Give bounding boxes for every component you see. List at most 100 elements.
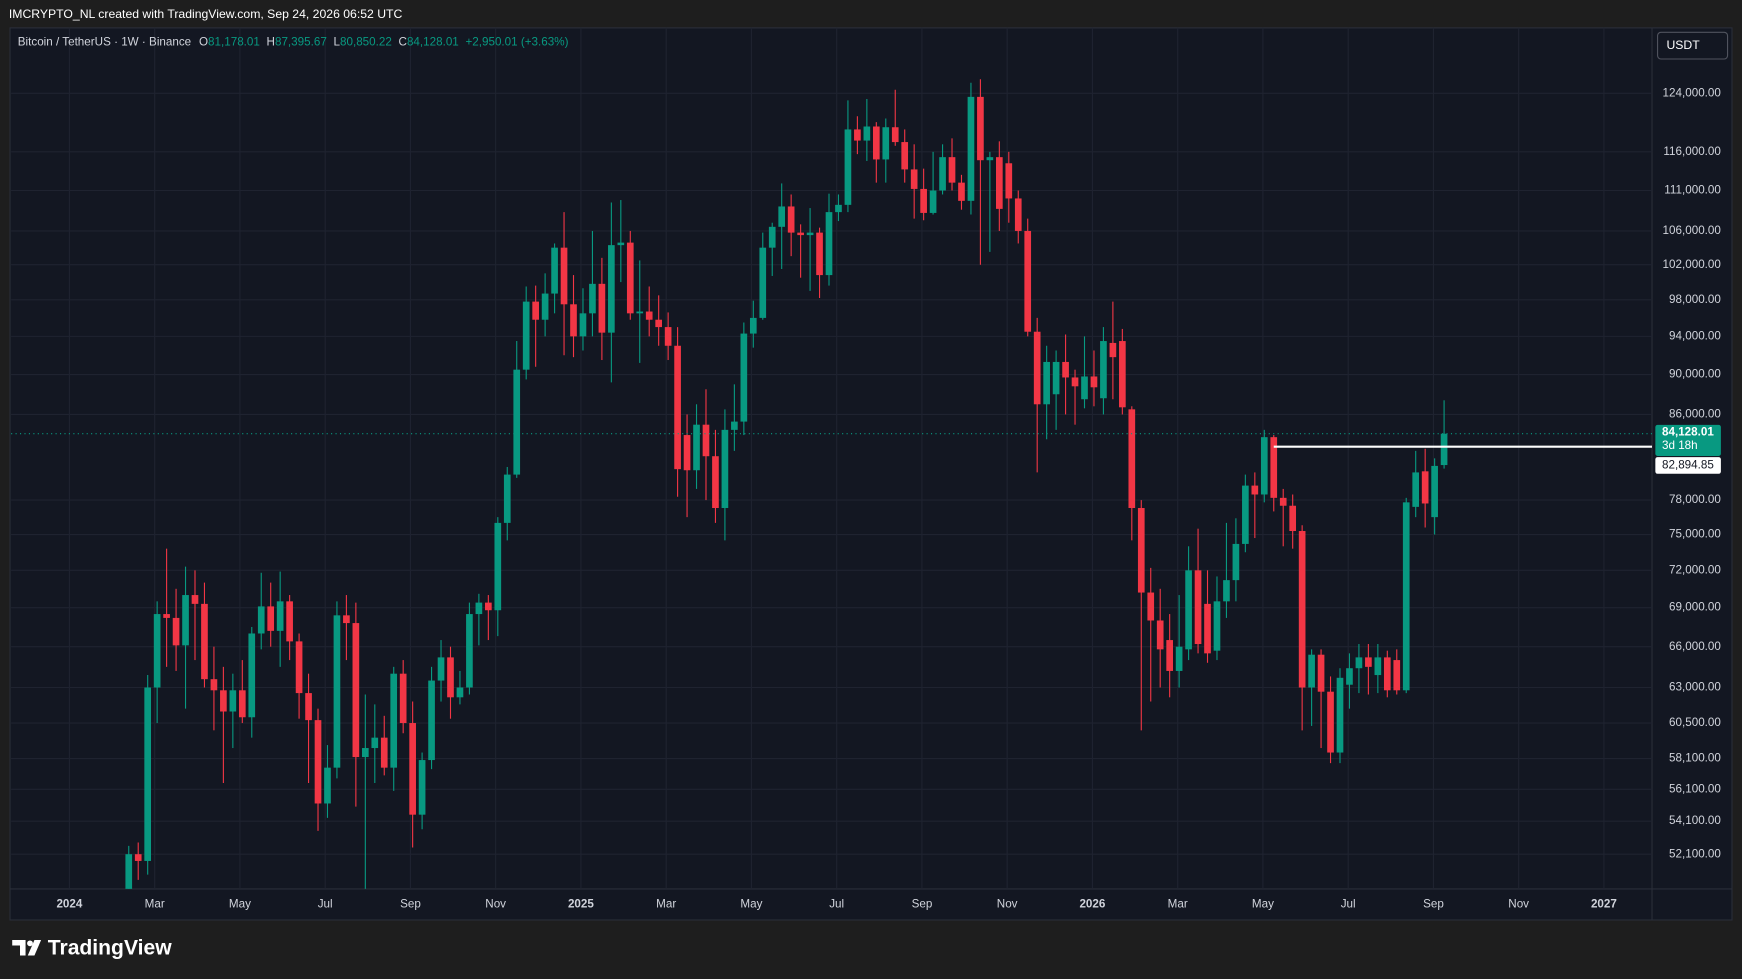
candle-body	[324, 767, 331, 804]
candle-body	[721, 429, 729, 509]
candle-body	[532, 301, 539, 320]
chart-pane	[9, 27, 1733, 921]
x-tick-label: 2025	[568, 898, 594, 911]
ohlc-value: 87,395.67	[275, 35, 327, 48]
candle-body	[1081, 376, 1088, 400]
y-tick-label: 60,500.00	[1669, 716, 1721, 729]
currency-label[interactable]: USDT	[1666, 38, 1700, 52]
candle-body	[844, 129, 852, 205]
candle-body	[144, 687, 152, 861]
candle-body	[1279, 497, 1287, 506]
x-tick-label: Sep	[912, 898, 933, 911]
candle-body	[1204, 603, 1211, 654]
candle-body	[882, 127, 890, 160]
y-tick-label: 94,000.00	[1669, 329, 1721, 342]
candle-body	[1033, 331, 1041, 405]
y-tick-label: 78,000.00	[1669, 493, 1721, 506]
candle-body	[1119, 341, 1126, 408]
change: +2,950.01 (+3.63%)	[465, 35, 568, 48]
candles	[125, 79, 1448, 889]
candle-body	[1242, 485, 1249, 544]
candle-body	[1137, 508, 1145, 593]
candle-body	[1062, 361, 1069, 378]
candle-body	[1289, 505, 1297, 532]
x-tick-label: 2027	[1591, 898, 1617, 911]
y-tick-label: 106,000.00	[1663, 224, 1722, 237]
countdown-label: 3d 18h	[1662, 439, 1698, 452]
candle-body	[409, 723, 416, 815]
candle-body	[172, 617, 180, 646]
y-tick-label: 54,100.00	[1669, 814, 1721, 827]
x-tick-label: May	[740, 898, 762, 911]
candle-body	[125, 854, 133, 889]
legend: Bitcoin / TetherUS · 1W · Binance O81,178…	[18, 35, 569, 48]
candle-body	[1014, 198, 1022, 231]
candle-body	[1317, 654, 1325, 692]
candle-body	[967, 96, 975, 201]
candle-body	[153, 614, 161, 688]
candle-body	[683, 435, 691, 471]
y-tick-label: 66,000.00	[1669, 640, 1721, 653]
candle-body	[1421, 471, 1429, 504]
candle-body	[390, 673, 398, 768]
last-price-tag	[1655, 424, 1721, 456]
candle-body	[248, 633, 256, 718]
candle-body	[1374, 657, 1382, 676]
ohlc-value: 81,178.01	[208, 35, 260, 48]
candle-body	[674, 345, 681, 470]
candle-body	[1336, 677, 1344, 753]
candle-body	[276, 601, 284, 631]
ohlc-label: O	[199, 35, 208, 48]
y-tick-label: 58,100.00	[1669, 752, 1721, 765]
candle-body	[1383, 657, 1391, 691]
y-tick-label: 75,000.00	[1669, 528, 1721, 541]
candle-body	[210, 679, 218, 691]
candle-body	[494, 522, 502, 611]
candle-body	[910, 169, 918, 189]
candle-body	[617, 242, 625, 246]
candle-body	[655, 319, 663, 328]
x-tick-label: Mar	[1168, 898, 1188, 911]
candle-body	[768, 226, 776, 248]
candle-body	[399, 673, 407, 724]
x-tick-label: 2024	[56, 898, 82, 911]
ohlc-label: C	[399, 35, 407, 48]
candle-body	[608, 245, 615, 333]
candle-body	[1431, 465, 1438, 518]
candle-body	[267, 606, 275, 631]
candle-body	[1005, 163, 1013, 199]
candle-body	[456, 687, 464, 698]
candle-body	[286, 601, 293, 642]
ohlc-value: 84,128.01	[407, 35, 459, 48]
candle-body	[1251, 485, 1259, 495]
candle-body	[163, 614, 170, 618]
candle-body	[570, 304, 577, 337]
candle-body	[1128, 409, 1136, 509]
candle-body	[1402, 502, 1410, 691]
candle-body	[257, 606, 265, 634]
candle-body	[816, 232, 823, 276]
candle-body	[1071, 377, 1079, 387]
candle-body	[598, 283, 606, 333]
candle-body	[693, 424, 700, 471]
candle-body	[901, 142, 909, 170]
candle-body	[1270, 437, 1278, 498]
grid: 124,000.00 116,000.00 111,000.00 106,000.00…	[11, 27, 1722, 911]
candle-body	[333, 615, 341, 768]
candle-body	[522, 301, 530, 370]
y-tick-label: 63,000.00	[1669, 681, 1721, 694]
candle-body	[664, 327, 672, 346]
candle-body	[475, 602, 483, 615]
candle-body	[1213, 601, 1221, 651]
candle-body	[503, 474, 511, 523]
x-tick-label: Jul	[318, 898, 333, 911]
y-tick-label: 102,000.00	[1663, 258, 1722, 271]
candle-body	[551, 247, 558, 294]
candle-body	[996, 157, 1003, 209]
candle-body	[1223, 580, 1230, 602]
x-tick-label: Mar	[656, 898, 676, 911]
candle-body	[191, 595, 199, 604]
candle-body	[891, 127, 899, 143]
currency-button[interactable]	[1657, 31, 1729, 60]
